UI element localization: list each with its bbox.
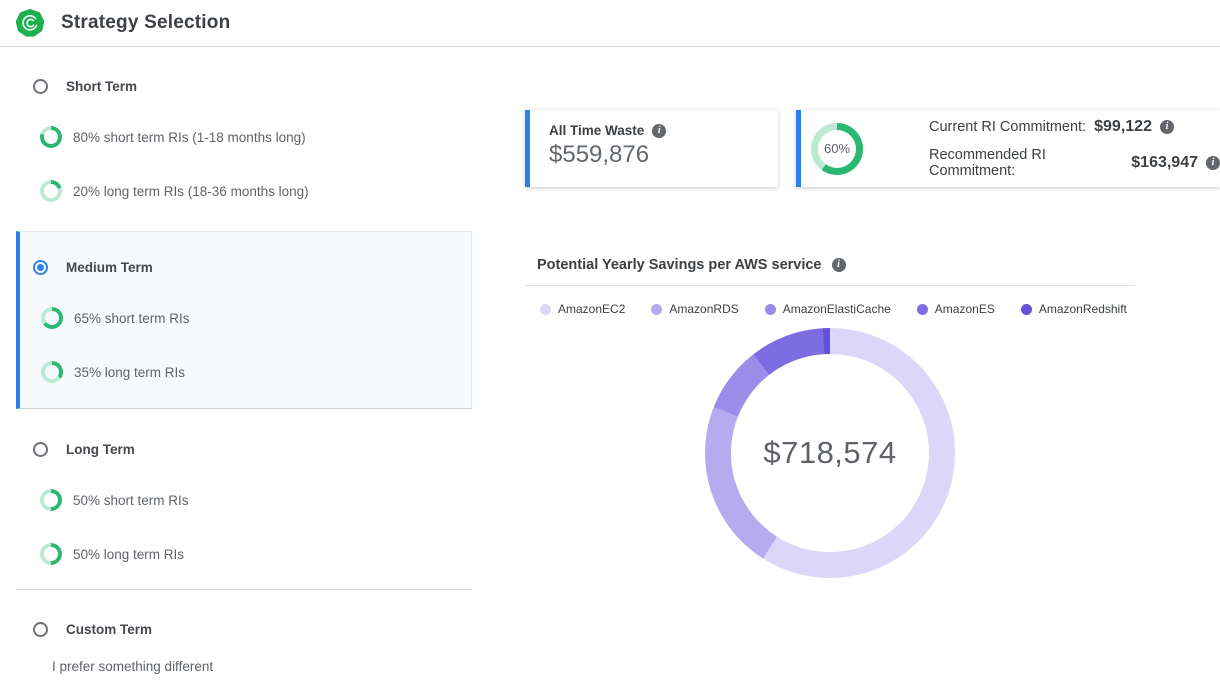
list-divider [16,589,472,590]
savings-donut-chart[interactable]: $718,574 [705,328,955,578]
medium-term-sub-1-label: 65% short term RIs [74,311,190,326]
short-term-header[interactable]: Short Term [0,79,472,94]
progress-ring-80-icon [40,126,62,148]
app-header: Strategy Selection [0,0,1220,47]
custom-term-label: Custom Term [66,622,152,637]
legend-item-amazonrds[interactable]: AmazonRDS [651,302,738,316]
medium-term-header[interactable]: Medium Term [20,260,471,275]
progress-ring-20-icon [40,180,62,202]
summary-cards: All Time Waste i $559,876 60% Current RI… [525,110,1220,187]
recommended-ri-commitment-row: Recommended RI Commitment: $163,947 i [929,147,1220,179]
recommended-ri-commitment-label: Recommended RI Commitment: [929,147,1123,179]
current-ri-commitment-row: Current RI Commitment: $99,122 i [929,118,1220,136]
long-term-label: Long Term [66,442,135,457]
strategy-selection-page: Strategy Selection Short Term 80% short … [0,0,1220,691]
short-term-label: Short Term [66,79,137,94]
chart-divider [525,285,1135,286]
legend-item-amazonelasticache[interactable]: AmazonElastiCache [765,302,891,316]
legend-item-amazonredshift[interactable]: AmazonRedshift [1021,302,1127,316]
progress-ring-65-icon [41,307,63,329]
donut-center-value: $718,574 [705,328,955,578]
current-ri-commitment-label: Current RI Commitment: [929,119,1086,135]
current-ri-commitment-value: $99,122 [1094,118,1152,136]
legend-dot-icon [540,304,551,315]
short-term-sub-2-label: 20% long term RIs (18-36 months long) [73,184,309,199]
all-time-waste-card: All Time Waste i $559,876 [525,110,778,187]
savings-chart-panel: Potential Yearly Savings per AWS service… [525,257,1135,578]
ri-utilization-ring: 60% [811,123,863,175]
strategy-option-medium-term[interactable]: Medium Term 65% short term RIs 35% long … [16,231,472,409]
long-term-sub-2: 50% long term RIs [0,543,472,565]
info-icon[interactable]: i [1160,120,1174,134]
legend-dot-icon [1021,304,1032,315]
medium-term-sub-2-label: 35% long term RIs [74,365,185,380]
long-term-header[interactable]: Long Term [0,442,472,457]
main-content: Short Term 80% short term RIs (1-18 mont… [0,47,1220,674]
legend-dot-icon [917,304,928,315]
info-icon[interactable]: i [1206,156,1220,170]
long-term-sub-2-label: 50% long term RIs [73,547,184,562]
strategy-list: Short Term 80% short term RIs (1-18 mont… [0,47,472,674]
chart-title: Potential Yearly Savings per AWS service [537,257,822,273]
ri-commitment-card: 60% Current RI Commitment: $99,122 i Rec… [796,110,1220,187]
progress-ring-50-short-icon [40,489,62,511]
all-time-waste-value: $559,876 [549,141,762,169]
legend-item-amazones[interactable]: AmazonES [917,302,995,316]
ri-utilization-percent: 60% [811,123,863,175]
legend-dot-icon [651,304,662,315]
chart-legend: AmazonEC2 AmazonRDS AmazonElastiCache Am… [525,302,1135,316]
short-term-radio[interactable] [33,79,48,94]
strategy-option-short-term[interactable]: Short Term 80% short term RIs (1-18 mont… [0,79,472,202]
medium-term-radio[interactable] [33,260,48,275]
short-term-sub-1-label: 80% short term RIs (1-18 months long) [73,130,306,145]
medium-term-label: Medium Term [66,260,153,275]
long-term-sub-1: 50% short term RIs [0,489,472,511]
long-term-sub-1-label: 50% short term RIs [73,493,189,508]
progress-ring-50-long-icon [40,543,62,565]
right-panel: All Time Waste i $559,876 60% Current RI… [472,47,1220,578]
custom-term-header[interactable]: Custom Term [0,622,472,637]
strategy-option-custom-term[interactable]: Custom Term I prefer something different [0,622,472,674]
page-title: Strategy Selection [61,12,230,34]
all-time-waste-label: All Time Waste [549,123,644,138]
legend-item-amazonec2[interactable]: AmazonEC2 [540,302,625,316]
strategy-option-long-term[interactable]: Long Term 50% short term RIs 50% long te… [0,442,472,565]
short-term-sub-2: 20% long term RIs (18-36 months long) [0,180,472,202]
custom-term-description: I prefer something different [0,659,472,674]
medium-term-sub-1: 65% short term RIs [20,307,471,329]
short-term-sub-1: 80% short term RIs (1-18 months long) [0,126,472,148]
recommended-ri-commitment-value: $163,947 [1131,154,1198,172]
info-icon[interactable]: i [652,124,666,138]
legend-dot-icon [765,304,776,315]
progress-ring-35-icon [41,361,63,383]
info-icon[interactable]: i [832,258,846,272]
medium-term-sub-2: 35% long term RIs [20,361,471,383]
custom-term-radio[interactable] [33,622,48,637]
cloudcheckr-logo-icon [16,9,44,37]
long-term-radio[interactable] [33,442,48,457]
